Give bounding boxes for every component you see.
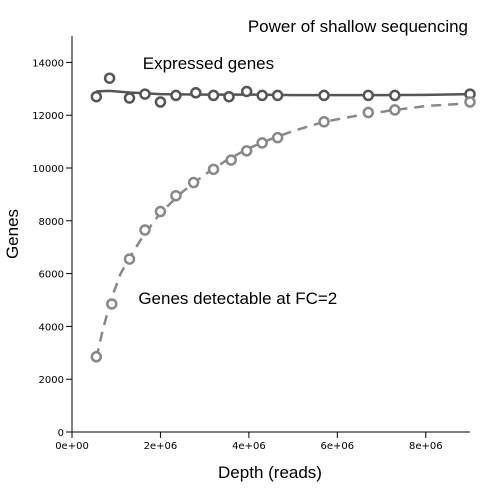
x-tick-label: 8e+06 bbox=[409, 441, 443, 452]
y-ticks: 0 2000 4000 6000 8000 10000 12000 14000 bbox=[32, 58, 72, 439]
series-1-point bbox=[190, 87, 202, 99]
series-1-point bbox=[103, 72, 116, 84]
series-2-point bbox=[389, 104, 401, 116]
annotations: Expressed genes Genes detectable at FC=2 bbox=[138, 54, 337, 308]
series-1 bbox=[90, 72, 476, 108]
series-2-point bbox=[154, 205, 167, 218]
y-tick-label: 4000 bbox=[39, 322, 64, 333]
y-tick-label: 8000 bbox=[39, 217, 64, 228]
y-tick-label: 2000 bbox=[39, 375, 64, 386]
series-1-point bbox=[318, 89, 330, 102]
series-2-point bbox=[106, 298, 118, 310]
series-2-point bbox=[139, 224, 151, 236]
series-2-point bbox=[170, 189, 182, 202]
y-tick-label: 6000 bbox=[39, 270, 64, 281]
series-2-point bbox=[256, 137, 268, 149]
series-2-point bbox=[362, 106, 375, 119]
series-2-point bbox=[464, 96, 476, 108]
series-2-point bbox=[225, 154, 237, 166]
series-2-point bbox=[187, 176, 200, 189]
y-axis-label: Genes bbox=[3, 209, 22, 259]
x-tick-label: 6e+06 bbox=[321, 441, 355, 452]
series-2-fit-line bbox=[95, 102, 471, 359]
series-2-point bbox=[271, 131, 284, 144]
series-1-point bbox=[154, 96, 167, 108]
series-1-point bbox=[240, 85, 253, 98]
chart-title: Power of shallow sequencing bbox=[248, 17, 468, 36]
y-tick-label: 14000 bbox=[32, 58, 64, 69]
series-2-point bbox=[318, 116, 330, 128]
series-layer bbox=[90, 72, 476, 363]
series-1-point bbox=[256, 89, 268, 102]
series-1-point bbox=[271, 89, 284, 102]
x-axis-label: Depth (reads) bbox=[218, 463, 322, 482]
series-1-point bbox=[90, 90, 103, 103]
y-tick-label: 10000 bbox=[32, 164, 64, 175]
series-1-point bbox=[362, 89, 375, 102]
x-tick-label: 0e+00 bbox=[55, 441, 89, 452]
series-2-point bbox=[123, 253, 136, 265]
y-tick-label: 0 bbox=[58, 428, 64, 439]
annotation-1: Expressed genes bbox=[143, 54, 274, 73]
x-tick-label: 2e+06 bbox=[144, 441, 178, 452]
series-1-point bbox=[139, 88, 151, 100]
series-2 bbox=[90, 96, 476, 363]
series-1-point bbox=[123, 92, 136, 104]
series-1-point bbox=[170, 89, 182, 102]
annotation-2: Genes detectable at FC=2 bbox=[138, 289, 337, 308]
x-ticks: 0e+00 2e+06 4e+06 6e+06 8e+06 bbox=[55, 432, 443, 452]
y-tick-label: 12000 bbox=[32, 111, 64, 122]
series-1-point bbox=[207, 89, 220, 102]
x-tick-label: 4e+06 bbox=[232, 441, 266, 452]
series-2-point bbox=[240, 145, 253, 157]
series-1-point bbox=[389, 89, 401, 102]
series-2-point bbox=[90, 351, 103, 363]
series-1-point bbox=[223, 90, 235, 103]
series-2-point bbox=[207, 163, 220, 176]
